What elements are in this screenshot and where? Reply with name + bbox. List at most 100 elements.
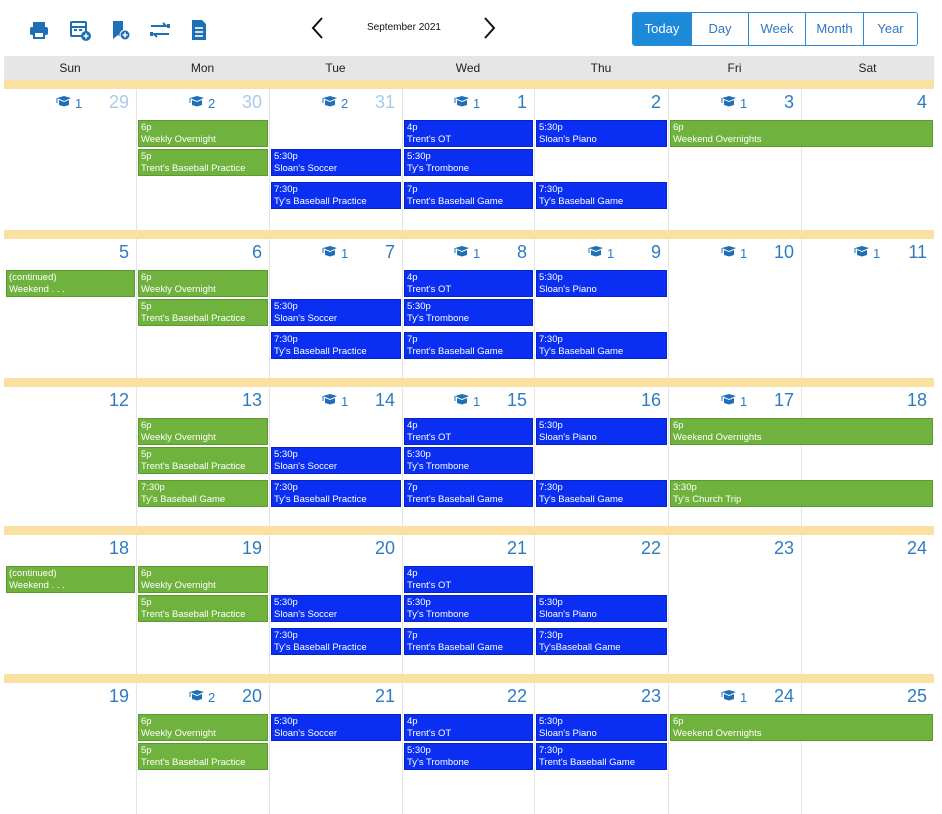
day-number[interactable]: 4 (916, 92, 927, 112)
calendar-event[interactable]: 5:30p Sloan's Soccer (271, 149, 401, 176)
notes-indicator[interactable]: 1 (56, 96, 82, 111)
print-icon[interactable] (27, 18, 51, 42)
calendar-event[interactable]: 5:30p Sloan's Piano (536, 714, 667, 741)
calendar-event[interactable]: 4p Trent's OT (404, 270, 533, 297)
notes-indicator[interactable]: 2 (322, 96, 348, 111)
notes-indicator[interactable]: 1 (721, 394, 747, 409)
calendar-event[interactable]: 5:30p Ty's Trombone (404, 595, 533, 622)
week-view-button[interactable]: Week (748, 13, 805, 45)
day-number[interactable]: 18 (108, 538, 129, 558)
day-view-button[interactable]: Day (691, 13, 748, 45)
calendar-event[interactable]: 5p Trent's Baseball Practice (138, 149, 268, 176)
day-number[interactable]: 13 (241, 390, 262, 410)
day-number[interactable]: 5 (118, 242, 129, 262)
day-number[interactable]: 7 (384, 242, 395, 262)
day-number[interactable]: 21 (374, 686, 395, 706)
day-number[interactable]: 25 (906, 686, 927, 706)
day-number[interactable]: 18 (906, 390, 927, 410)
day-number[interactable]: 22 (506, 686, 527, 706)
calendar-event[interactable]: 4p Trent's OT (404, 120, 533, 147)
add-calendar-icon[interactable] (68, 18, 92, 42)
calendar-event[interactable]: 5:30p Ty's Trombone (404, 447, 533, 474)
notes-indicator[interactable]: 1 (721, 96, 747, 111)
chevron-right-icon[interactable] (477, 14, 501, 42)
day-number[interactable]: 20 (241, 686, 262, 706)
calendar-event[interactable]: 6p Weekly Overnight (138, 120, 268, 147)
day-number[interactable]: 15 (506, 390, 527, 410)
calendar-event[interactable]: 3:30p Ty's Church Trip (670, 480, 933, 507)
sync-icon[interactable] (148, 18, 172, 42)
year-view-button[interactable]: Year (863, 13, 917, 45)
calendar-event[interactable]: 7:30p Ty's Baseball Game (138, 480, 268, 507)
calendar-event[interactable]: 7:30p Ty'sBaseball Game (536, 628, 667, 655)
day-number[interactable]: 14 (374, 390, 395, 410)
day-number[interactable]: 24 (773, 686, 794, 706)
calendar-event[interactable]: 5p Trent's Baseball Practice (138, 595, 268, 622)
calendar-event[interactable]: 7:30p Ty's Baseball Game (536, 480, 667, 507)
day-number[interactable]: 29 (108, 92, 129, 112)
calendar-event[interactable]: 7:30p Ty's Baseball Practice (271, 628, 401, 655)
notes-indicator[interactable]: 1 (322, 246, 348, 261)
calendar-event[interactable]: 7:30p Ty's Baseball Game (536, 182, 667, 209)
day-number[interactable]: 11 (908, 242, 927, 262)
calendar-event[interactable]: 5:30p Sloan's Piano (536, 418, 667, 445)
day-number[interactable]: 1 (516, 92, 527, 112)
day-number[interactable]: 12 (108, 390, 129, 410)
day-number[interactable]: 23 (773, 538, 794, 558)
day-number[interactable]: 20 (374, 538, 395, 558)
notes-indicator[interactable]: 1 (454, 246, 480, 261)
calendar-event[interactable]: 7:30p Ty's Baseball Practice (271, 480, 401, 507)
day-number[interactable]: 6 (251, 242, 262, 262)
day-number[interactable]: 16 (640, 390, 661, 410)
day-number[interactable]: 24 (906, 538, 927, 558)
day-number[interactable]: 21 (506, 538, 527, 558)
day-number[interactable]: 3 (783, 92, 794, 112)
calendar-event[interactable]: 7:30p Ty's Baseball Practice (271, 182, 401, 209)
calendar-event[interactable]: 5:30p Ty's Trombone (404, 299, 533, 326)
calendar-event[interactable]: 5p Trent's Baseball Practice (138, 447, 268, 474)
notes-indicator[interactable]: 1 (454, 394, 480, 409)
calendar-event[interactable]: 7p Trent's Baseball Game (404, 480, 533, 507)
calendar-event[interactable]: 5:30p Sloan's Soccer (271, 714, 401, 741)
calendar-event[interactable]: 5:30p Sloan's Piano (536, 120, 667, 147)
notes-indicator[interactable]: 1 (322, 394, 348, 409)
day-number[interactable]: 19 (108, 686, 129, 706)
calendar-event[interactable]: 5:30p Sloan's Soccer (271, 595, 401, 622)
notes-indicator[interactable]: 2 (189, 96, 215, 111)
today-button[interactable]: Today (633, 13, 691, 45)
calendar-event[interactable]: 7:30p Trent's Baseball Game (536, 743, 667, 770)
day-number[interactable]: 31 (374, 92, 395, 112)
notes-indicator[interactable]: 2 (189, 690, 215, 705)
notes-indicator[interactable]: 1 (588, 246, 614, 261)
calendar-event[interactable]: 5:30p Ty's Trombone (404, 149, 533, 176)
calendar-event[interactable]: 6p Weekend Overnights (670, 714, 933, 741)
document-icon[interactable] (187, 18, 211, 42)
calendar-event[interactable]: 5:30p Ty's Trombone (404, 743, 533, 770)
calendar-event[interactable]: 5:30p Sloan's Piano (536, 270, 667, 297)
calendar-event[interactable]: 5:30p Sloan's Soccer (271, 299, 401, 326)
calendar-event[interactable]: 5:30p Sloan's Piano (536, 595, 667, 622)
calendar-event[interactable]: 5:30p Sloan's Soccer (271, 447, 401, 474)
day-number[interactable]: 19 (241, 538, 262, 558)
calendar-event[interactable]: 6p Weekly Overnight (138, 418, 268, 445)
day-number[interactable]: 2 (650, 92, 661, 112)
chevron-left-icon[interactable] (306, 14, 330, 42)
calendar-event[interactable]: (continued) Weekend . . . (6, 270, 135, 297)
day-number[interactable]: 30 (241, 92, 262, 112)
notes-indicator[interactable]: 1 (854, 246, 880, 261)
day-number[interactable]: 23 (640, 686, 661, 706)
calendar-event[interactable]: (continued) Weekend . . . (6, 566, 135, 593)
calendar-event[interactable]: 6p Weekly Overnight (138, 566, 268, 593)
day-number[interactable]: 22 (640, 538, 661, 558)
add-event-icon[interactable] (108, 18, 132, 42)
calendar-event[interactable]: 7p Trent's Baseball Game (404, 628, 533, 655)
calendar-event[interactable]: 7:30p Ty's Baseball Practice (271, 332, 401, 359)
notes-indicator[interactable]: 1 (721, 246, 747, 261)
calendar-event[interactable]: 4p Trent's OT (404, 418, 533, 445)
calendar-event[interactable]: 6p Weekly Overnight (138, 270, 268, 297)
calendar-event[interactable]: 5p Trent's Baseball Practice (138, 743, 268, 770)
notes-indicator[interactable]: 1 (454, 96, 480, 111)
calendar-event[interactable]: 6p Weekend Overnights (670, 120, 933, 147)
day-number[interactable]: 8 (516, 242, 527, 262)
calendar-event[interactable]: 6p Weekend Overnights (670, 418, 933, 445)
